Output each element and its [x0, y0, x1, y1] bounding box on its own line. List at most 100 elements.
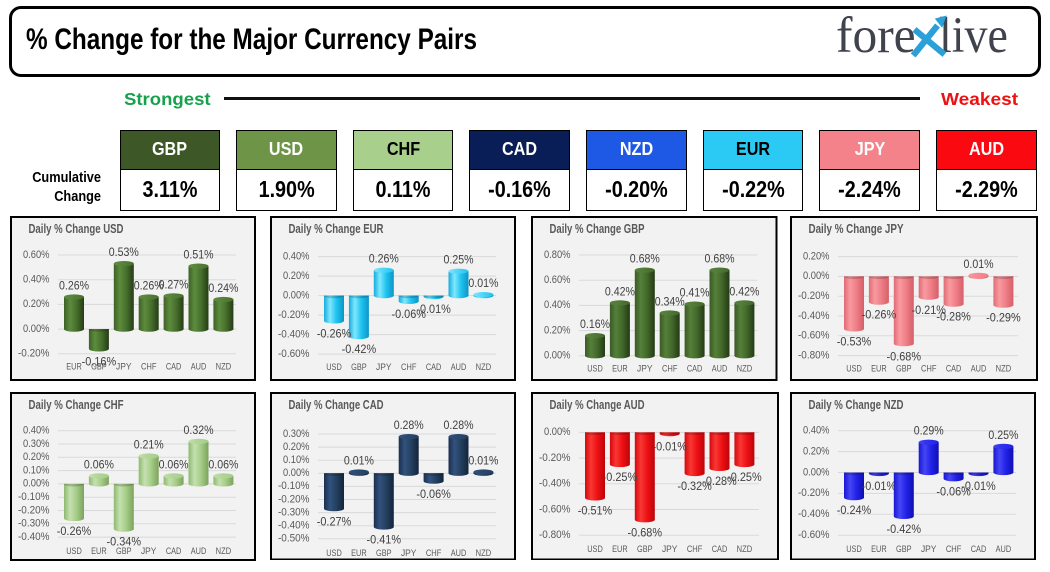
svg-text:-0.01%: -0.01%	[862, 479, 897, 493]
svg-text:-0.20%: -0.20%	[18, 348, 50, 360]
svg-text:NZD: NZD	[215, 546, 231, 557]
svg-text:-0.20%: -0.20%	[539, 451, 571, 463]
svg-text:CAD: CAD	[165, 362, 181, 373]
svg-text:-0.20%: -0.20%	[798, 290, 830, 302]
svg-text:GBP: GBP	[896, 363, 912, 374]
svg-text:AUD: AUD	[451, 547, 467, 558]
svg-text:-0.26%: -0.26%	[317, 327, 352, 341]
svg-text:JPY: JPY	[637, 364, 653, 375]
svg-text:0.20%: 0.20%	[23, 298, 50, 310]
svg-text:CHF: CHF	[426, 547, 442, 558]
svg-text:0.00%: 0.00%	[283, 467, 310, 479]
svg-text:Daily % Change AUD: Daily % Change AUD	[550, 397, 645, 412]
svg-text:Daily % Change CHF: Daily % Change CHF	[28, 397, 123, 412]
svg-text:CAD: CAD	[687, 364, 703, 375]
svg-text:0.06%: 0.06%	[158, 457, 188, 471]
svg-text:USD: USD	[846, 544, 862, 555]
svg-text:NZD: NZD	[476, 547, 492, 558]
svg-text:Daily % Change USD: Daily % Change USD	[28, 221, 123, 236]
svg-text:JPY: JPY	[116, 362, 132, 373]
svg-text:0.00%: 0.00%	[544, 350, 571, 362]
svg-text:-0.60%: -0.60%	[798, 529, 830, 541]
svg-text:-0.21%: -0.21%	[911, 303, 946, 317]
svg-text:0.10%: 0.10%	[23, 464, 50, 476]
svg-text:-0.25%: -0.25%	[603, 470, 638, 484]
svg-text:Daily % Change EUR: Daily % Change EUR	[289, 221, 384, 236]
svg-text:CAD: CAD	[426, 362, 442, 373]
svg-text:-0.60%: -0.60%	[798, 330, 830, 342]
svg-text:-0.40%: -0.40%	[539, 477, 571, 489]
svg-text:0.01%: 0.01%	[344, 453, 374, 467]
svg-text:0.42%: 0.42%	[729, 284, 759, 298]
svg-text:-0.42%: -0.42%	[887, 522, 922, 536]
svg-text:-0.60%: -0.60%	[278, 348, 310, 360]
svg-text:0.27%: 0.27%	[158, 277, 188, 291]
svg-text:NZD: NZD	[737, 364, 753, 375]
svg-text:EUR: EUR	[351, 547, 367, 558]
svg-text:-0.40%: -0.40%	[18, 530, 50, 542]
svg-text:-0.32%: -0.32%	[677, 479, 712, 493]
svg-text:0.00%: 0.00%	[803, 270, 830, 282]
svg-text:-0.29%: -0.29%	[986, 311, 1021, 325]
svg-text:-0.40%: -0.40%	[278, 328, 310, 340]
svg-text:-0.01%: -0.01%	[652, 439, 687, 453]
svg-text:EUR: EUR	[66, 362, 82, 373]
svg-text:NZD: NZD	[476, 362, 492, 373]
svg-text:0.29%: 0.29%	[914, 423, 944, 437]
svg-text:AUD: AUD	[712, 364, 728, 375]
svg-text:0.80%: 0.80%	[544, 249, 571, 261]
svg-text:GBP: GBP	[351, 362, 367, 373]
svg-text:0.06%: 0.06%	[208, 457, 238, 471]
svg-text:JPY: JPY	[401, 547, 417, 558]
svg-text:0.00%: 0.00%	[283, 289, 310, 301]
svg-text:USD: USD	[326, 547, 342, 558]
svg-text:0.40%: 0.40%	[803, 424, 830, 436]
svg-text:0.68%: 0.68%	[630, 252, 660, 266]
svg-text:EUR: EUR	[91, 546, 107, 557]
svg-text:-0.34%: -0.34%	[106, 534, 141, 548]
svg-text:-0.53%: -0.53%	[837, 335, 872, 349]
svg-text:-0.20%: -0.20%	[18, 504, 50, 516]
svg-text:0.20%: 0.20%	[544, 324, 571, 336]
svg-text:-0.30%: -0.30%	[18, 517, 50, 529]
svg-text:0.53%: 0.53%	[108, 245, 138, 259]
svg-text:AUD: AUD	[996, 544, 1012, 555]
svg-text:0.16%: 0.16%	[580, 317, 610, 331]
svg-text:0.32%: 0.32%	[183, 422, 213, 436]
svg-text:-0.80%: -0.80%	[798, 349, 830, 361]
svg-text:0.00%: 0.00%	[803, 466, 830, 478]
svg-text:Daily % Change CAD: Daily % Change CAD	[289, 397, 384, 412]
svg-text:CHF: CHF	[921, 363, 937, 374]
svg-text:0.21%: 0.21%	[133, 437, 163, 451]
svg-text:-0.80%: -0.80%	[539, 529, 571, 541]
svg-text:-0.26%: -0.26%	[56, 524, 91, 538]
svg-text:CHF: CHF	[401, 362, 417, 373]
svg-text:0.20%: 0.20%	[803, 250, 830, 262]
svg-text:GBP: GBP	[637, 544, 653, 555]
svg-text:-0.06%: -0.06%	[416, 486, 451, 500]
svg-text:CHF: CHF	[946, 544, 962, 555]
svg-text:CHF: CHF	[687, 544, 703, 555]
svg-text:EUR: EUR	[871, 544, 887, 555]
svg-text:-0.10%: -0.10%	[18, 491, 50, 503]
svg-text:0.20%: 0.20%	[283, 440, 310, 452]
svg-text:0.06%: 0.06%	[83, 457, 113, 471]
svg-text:-0.20%: -0.20%	[798, 487, 830, 499]
svg-text:0.00%: 0.00%	[544, 426, 571, 438]
svg-text:0.34%: 0.34%	[655, 295, 685, 309]
svg-text:CAD: CAD	[946, 363, 962, 374]
svg-text:0.28%: 0.28%	[444, 418, 474, 432]
svg-text:-0.60%: -0.60%	[539, 503, 571, 515]
svg-text:0.25%: 0.25%	[988, 427, 1018, 441]
svg-text:0.60%: 0.60%	[23, 249, 50, 261]
svg-text:GBP: GBP	[116, 546, 132, 557]
svg-text:AUD: AUD	[971, 363, 987, 374]
svg-text:USD: USD	[66, 546, 82, 557]
svg-text:-0.20%: -0.20%	[278, 493, 310, 505]
svg-text:GBP: GBP	[91, 362, 107, 373]
svg-text:0.51%: 0.51%	[183, 248, 213, 262]
svg-text:-0.10%: -0.10%	[278, 480, 310, 492]
svg-text:-0.25%: -0.25%	[727, 470, 762, 484]
svg-text:0.41%: 0.41%	[680, 286, 710, 300]
svg-text:0.26%: 0.26%	[59, 279, 89, 293]
